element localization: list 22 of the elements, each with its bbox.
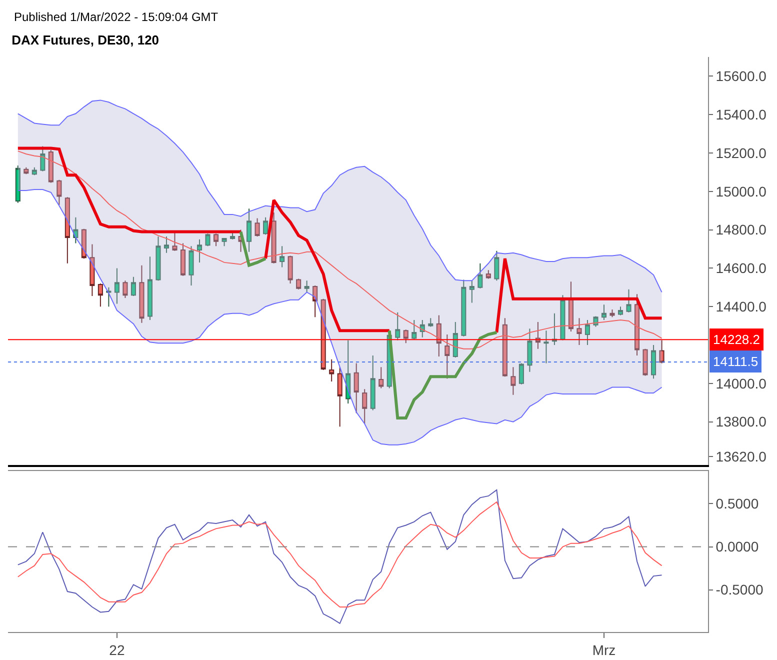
- ref-line-label: 14228.2: [713, 332, 760, 347]
- y-tick-label: 15400.0: [716, 106, 767, 122]
- y-tick-label: 14600.0: [716, 260, 767, 276]
- y-tick-label: 14400.0: [716, 298, 767, 314]
- y-tick-label: 14000.0: [716, 375, 767, 392]
- text: Published 1/Mar/2022 - 15:09:04 GMT: [14, 10, 219, 24]
- y-tick-label: 15200.0: [716, 144, 767, 161]
- ref-line-label: 14111.5: [713, 354, 758, 369]
- x-tick-label: 22: [109, 642, 125, 658]
- y-tick-label: 13800.0: [716, 414, 767, 430]
- y-tick-label: -0.5000: [716, 582, 764, 598]
- line-series: [17, 501, 662, 608]
- line-series: [17, 188, 662, 446]
- x-tick-label: Mrz: [592, 642, 616, 658]
- y-tick-label: 15000.0: [716, 183, 767, 200]
- chart-title: DAX Futures, DE30, 120: [12, 32, 160, 48]
- y-tick-label: 13620.0: [716, 448, 767, 464]
- y-tick-label: 0.5000: [716, 496, 759, 512]
- y-tick-label: 14800.0: [716, 222, 767, 238]
- line-series: [17, 489, 662, 624]
- y-tick-label: 0.0000: [716, 538, 759, 555]
- y-tick-label: 15600.0: [716, 68, 767, 84]
